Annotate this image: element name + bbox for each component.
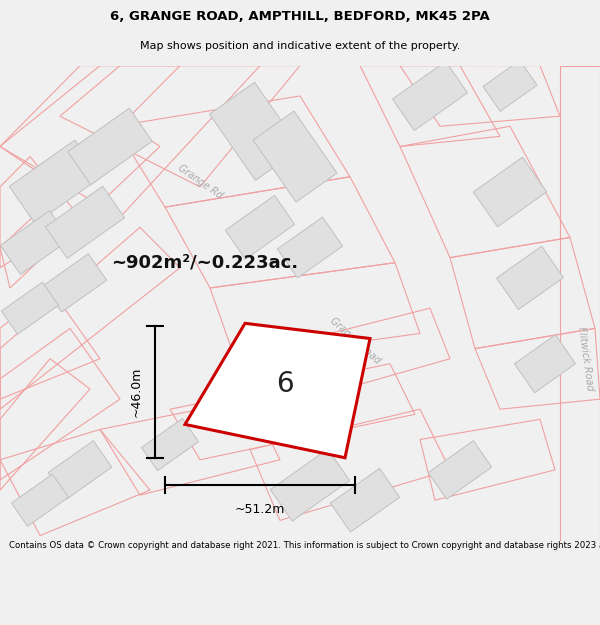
Polygon shape [68, 108, 152, 185]
Polygon shape [226, 196, 295, 259]
Polygon shape [48, 441, 112, 499]
Polygon shape [428, 441, 492, 499]
Polygon shape [10, 140, 101, 224]
Polygon shape [331, 468, 400, 532]
Text: Old Orchard: Old Orchard [275, 386, 325, 432]
Text: 6: 6 [276, 370, 294, 398]
Text: ~46.0m: ~46.0m [130, 367, 143, 418]
Polygon shape [1, 211, 70, 274]
Polygon shape [277, 217, 343, 278]
Polygon shape [483, 61, 537, 111]
Polygon shape [497, 246, 563, 309]
Polygon shape [514, 335, 575, 392]
Polygon shape [46, 186, 125, 258]
Text: Map shows position and indicative extent of the property.: Map shows position and indicative extent… [140, 41, 460, 51]
Polygon shape [11, 474, 68, 526]
Text: Flitwick Road: Flitwick Road [575, 326, 595, 391]
Text: ~51.2m: ~51.2m [235, 503, 285, 516]
Polygon shape [271, 449, 350, 521]
Polygon shape [473, 157, 547, 227]
Polygon shape [1, 282, 59, 334]
Polygon shape [142, 419, 199, 471]
Text: 6, GRANGE ROAD, AMPTHILL, BEDFORD, MK45 2PA: 6, GRANGE ROAD, AMPTHILL, BEDFORD, MK45 … [110, 10, 490, 23]
Text: Grange Road: Grange Road [328, 316, 382, 366]
Text: Contains OS data © Crown copyright and database right 2021. This information is : Contains OS data © Crown copyright and d… [9, 541, 600, 549]
Polygon shape [392, 61, 467, 131]
Polygon shape [185, 323, 370, 458]
Text: ~902m²/~0.223ac.: ~902m²/~0.223ac. [112, 254, 299, 272]
Polygon shape [253, 111, 337, 202]
Polygon shape [209, 82, 301, 181]
Polygon shape [43, 254, 107, 312]
Text: Grange Rd: Grange Rd [176, 163, 224, 201]
